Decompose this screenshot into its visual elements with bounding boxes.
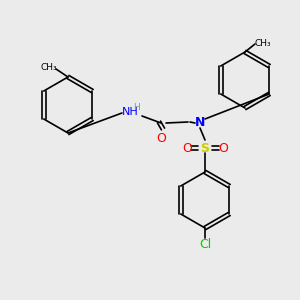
- Text: S: S: [200, 142, 209, 154]
- Text: H: H: [134, 103, 140, 112]
- Text: O: O: [156, 133, 166, 146]
- Text: Cl: Cl: [199, 238, 211, 251]
- Text: O: O: [182, 142, 192, 154]
- Text: N: N: [195, 116, 205, 130]
- Text: O: O: [218, 142, 228, 154]
- Text: CH₃: CH₃: [41, 62, 57, 71]
- Text: CH₃: CH₃: [255, 38, 271, 47]
- Text: NH: NH: [122, 107, 138, 117]
